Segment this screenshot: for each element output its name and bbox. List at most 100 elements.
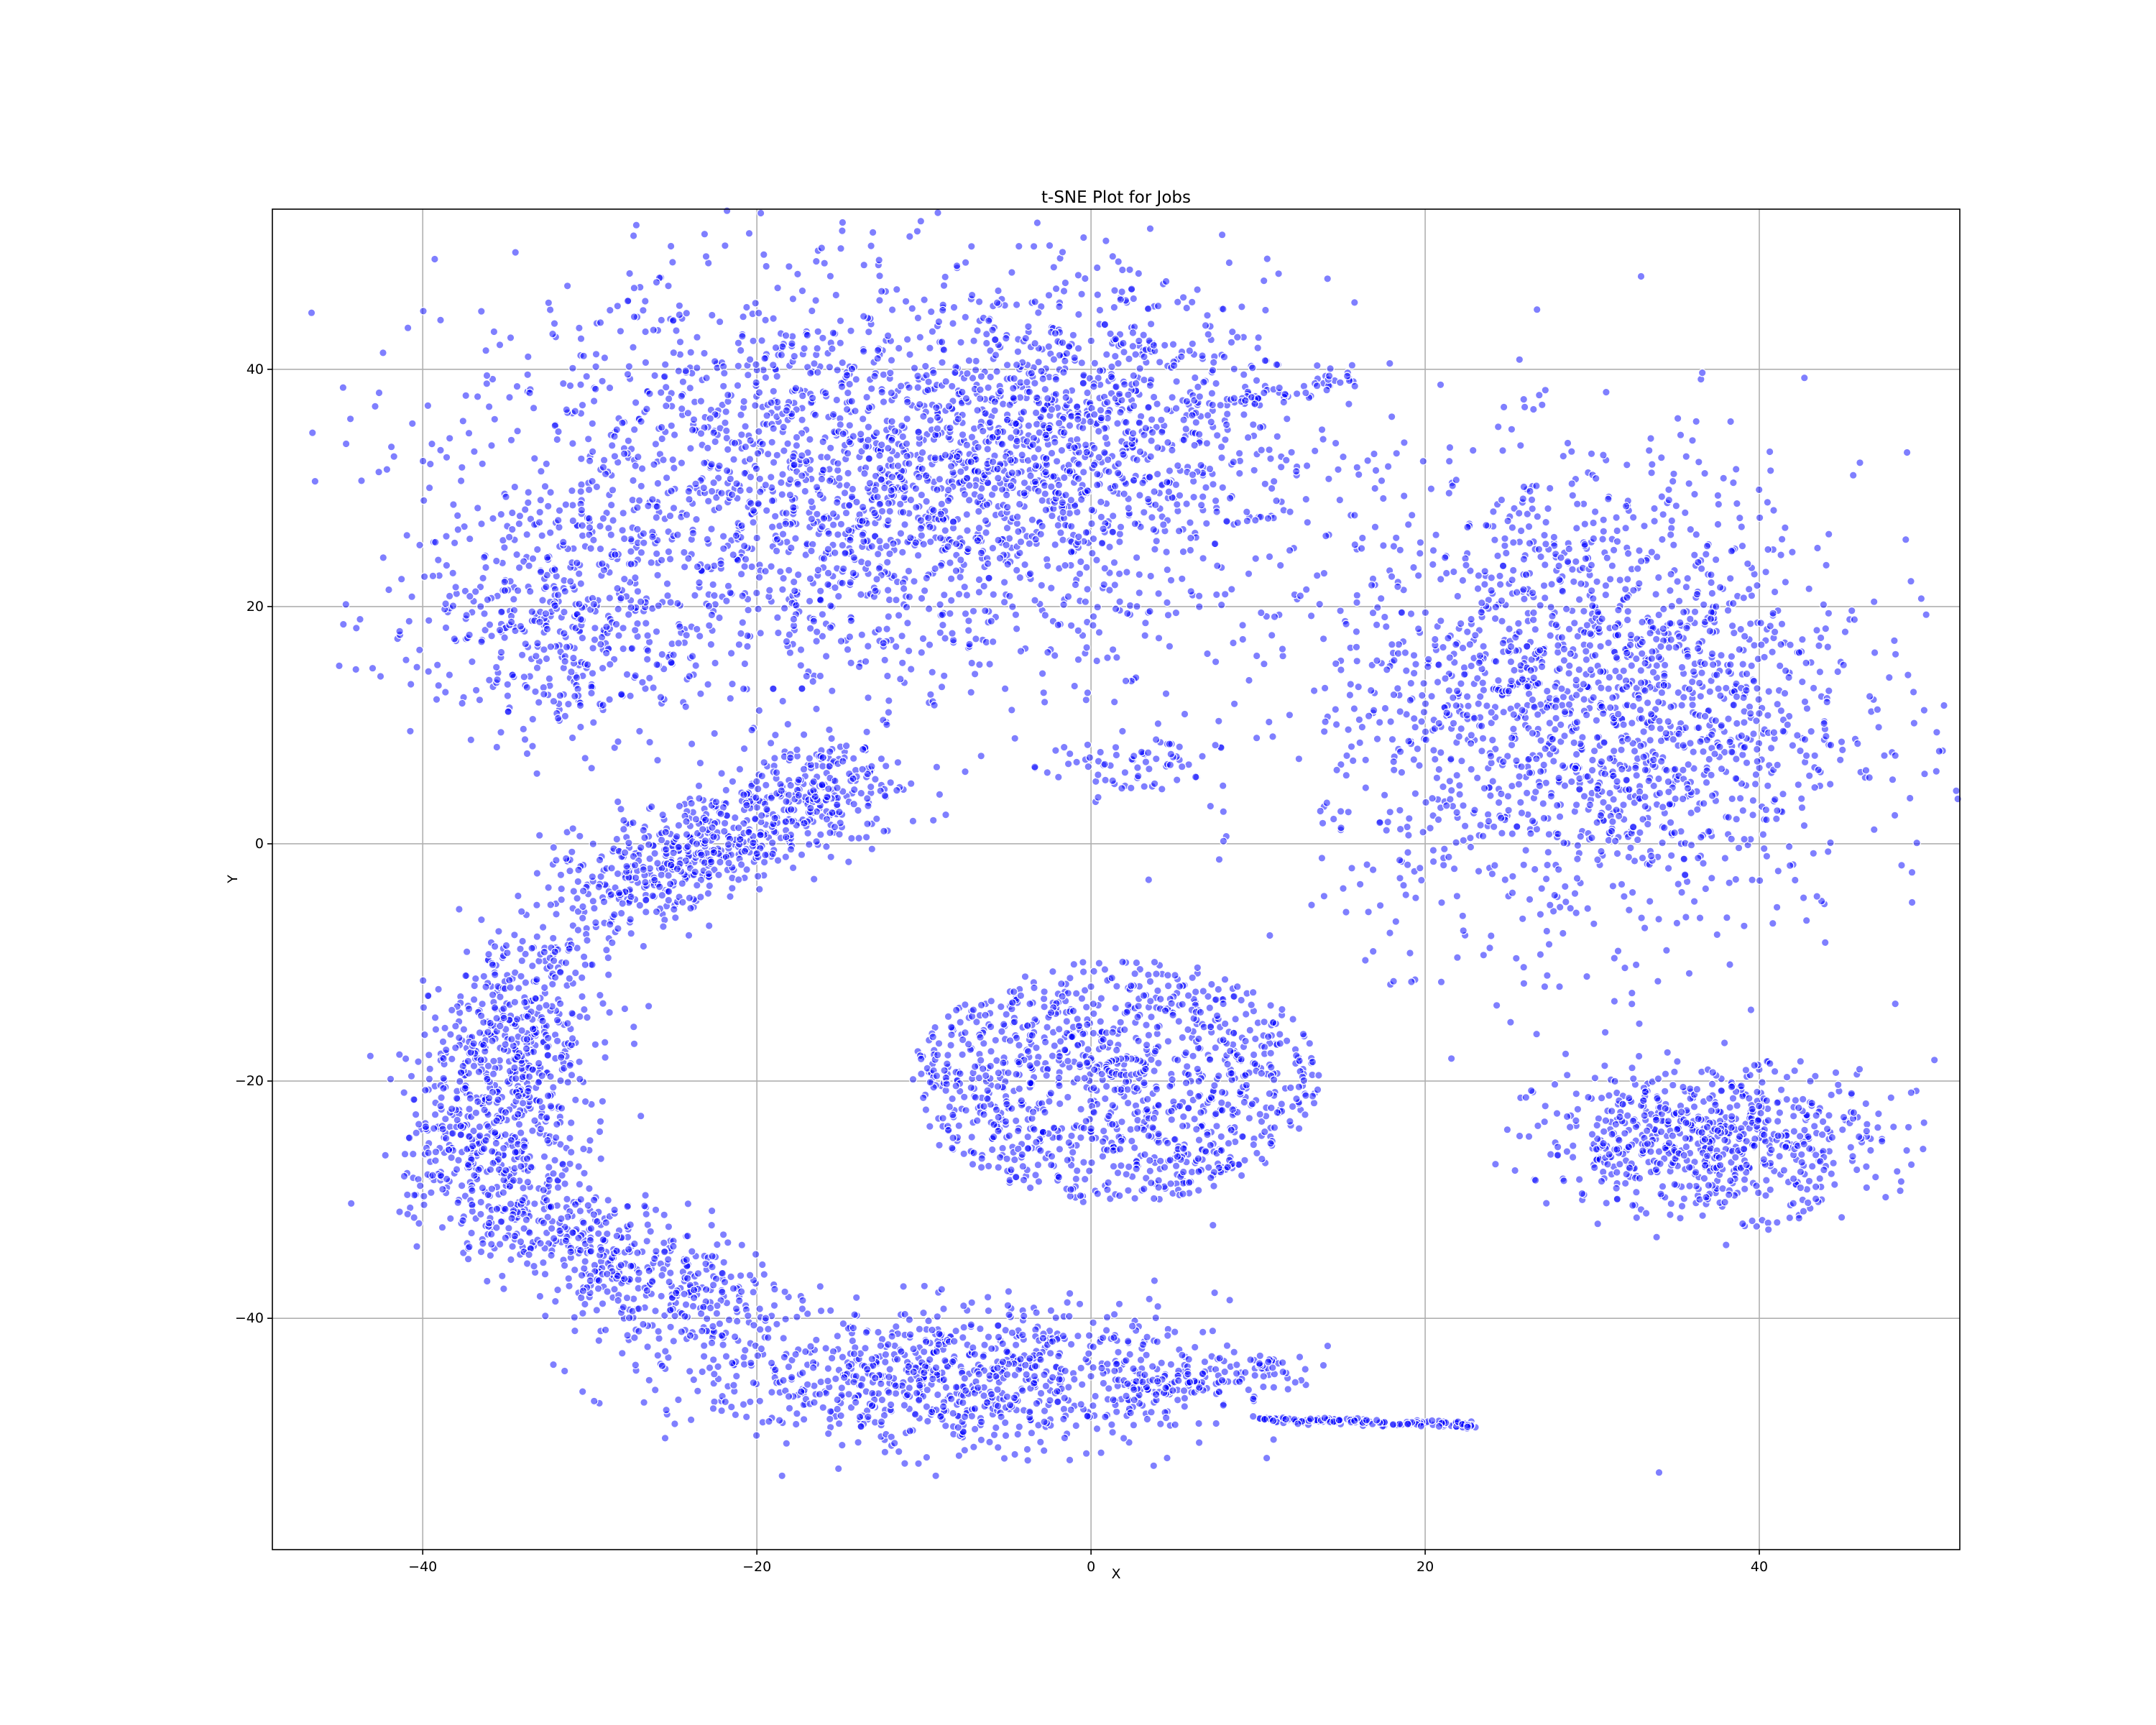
scatter-point [873,492,882,502]
scatter-point [1512,954,1521,963]
scatter-point [992,298,1002,307]
scatter-point [704,497,713,505]
scatter-point [904,566,913,576]
scatter-point [653,755,662,765]
scatter-point [1713,491,1723,500]
scatter-point [1417,875,1426,885]
scatter-point [1478,678,1487,687]
scatter-point [635,496,644,505]
scatter-point [767,473,775,482]
scatter-point [1370,449,1378,459]
scatter-point [1664,788,1673,796]
scatter-point [1128,341,1138,351]
scatter-point [1190,441,1199,450]
scatter-point [738,332,747,341]
scatter-point [762,506,771,515]
scatter-point [1739,693,1748,702]
scatter-point [1051,540,1059,549]
scatter-point [877,475,885,484]
scatter-point [919,412,928,421]
scatter-point [387,442,396,451]
scatter-point [1674,880,1682,888]
scatter-point [1498,638,1508,648]
scatter-point [639,305,648,315]
scatter-point [1206,801,1215,811]
scatter-point [1122,418,1130,427]
scatter-point [1163,405,1171,414]
scatter-point [772,546,781,556]
scatter-point [1586,666,1595,674]
scatter-point [1285,546,1294,555]
scatter-point [1449,693,1457,702]
scatter-point [1640,924,1649,932]
scatter-point [674,639,683,648]
scatter-point [473,392,482,401]
scatter-point [1008,706,1016,714]
scatter-point [728,679,737,689]
scatter-point [575,323,584,333]
scatter-point [1028,440,1037,449]
scatter-point [1508,523,1517,532]
scatter-point [609,516,617,525]
scatter-point [1049,472,1058,481]
scatter-point [1215,717,1223,726]
scatter-point [1059,507,1067,517]
scatter-point [883,625,891,633]
scatter-point [665,511,675,520]
scatter-point [970,669,980,678]
scatter-point [1108,512,1118,520]
scatter-point [1708,649,1717,658]
scatter-point [1131,379,1141,388]
scatter-point [613,301,622,310]
scatter-point [1505,625,1514,633]
scatter-point [1031,461,1041,470]
scatter-point [1397,608,1406,617]
scatter-point [887,436,896,445]
scatter-point [637,464,647,473]
scatter-point [1162,548,1171,556]
scatter-point [591,349,601,359]
scatter-point [963,369,972,378]
scatter-point [1462,561,1470,570]
scatter-point [1508,781,1516,791]
scatter-point [1093,290,1102,299]
scatter-point [1051,328,1060,338]
scatter-point [541,609,550,618]
scatter-point [688,528,698,538]
scatter-point [1508,888,1517,897]
scatter-point [1623,593,1631,602]
scatter-point [769,458,778,467]
scatter-point [1323,274,1332,283]
scatter-point [1613,630,1623,640]
scatter-point [1427,691,1436,701]
scatter-point [1589,534,1598,543]
scatter-point [1432,530,1440,539]
scatter-point [1110,286,1119,295]
scatter-point [616,326,625,336]
scatter-point [1621,523,1630,533]
scatter-point [1573,841,1583,850]
scatter-point [1060,473,1069,482]
scatter-point [1219,305,1227,313]
scatter-point [1477,722,1486,730]
scatter-point [1054,489,1063,497]
scatter-point [1414,571,1423,580]
scatter-point [419,306,428,316]
scatter-point [913,372,922,380]
scatter-point [543,502,553,511]
scatter-point [877,287,886,295]
scatter-point [1519,962,1528,972]
scatter-point [641,327,650,336]
scatter-point [1366,686,1376,695]
scatter-point [1238,621,1247,630]
scatter-point [1702,550,1710,558]
scatter-point [824,580,832,589]
scatter-point [1865,692,1874,701]
scatter-point [1079,468,1088,477]
scatter-point [1133,456,1141,464]
scatter-point [1032,420,1041,428]
scatter-point [706,640,716,649]
scatter-point [619,623,627,632]
scatter-point [1221,435,1230,444]
scatter-point [1418,691,1427,700]
